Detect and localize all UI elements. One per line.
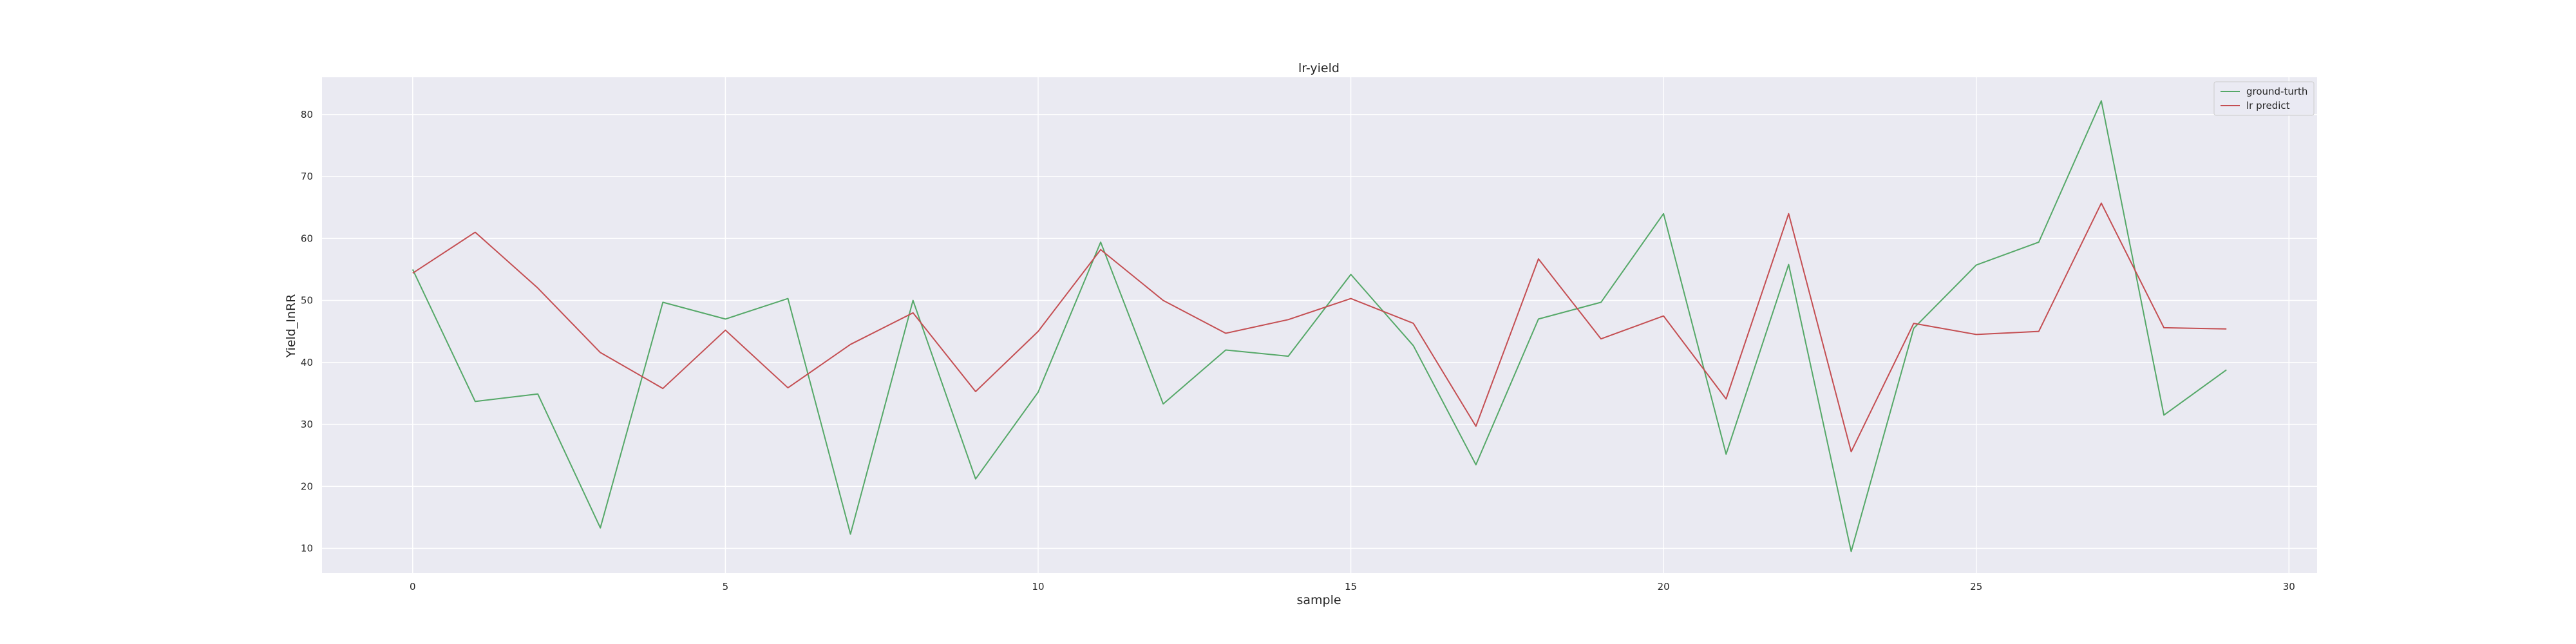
y-tick-label: 30: [301, 419, 313, 430]
legend-label: ground-turth: [2246, 86, 2307, 97]
plot-area: [322, 77, 2317, 573]
x-axis-label: sample: [1296, 593, 1341, 607]
x-tick-label: 15: [1345, 581, 1357, 592]
y-axis-label: Yield_InRR: [284, 294, 298, 359]
series-line-ground-turth: [412, 100, 2227, 553]
x-tick-label: 0: [410, 581, 416, 592]
y-tick-label: 60: [301, 232, 313, 244]
grid: [322, 77, 2317, 573]
x-tick-label: 30: [2283, 581, 2295, 592]
y-tick-label: 50: [301, 295, 313, 307]
y-tick-label: 80: [301, 109, 313, 120]
x-tick-label: 5: [723, 581, 729, 592]
series-layer: [412, 100, 2227, 553]
y-tick-label: 70: [301, 171, 313, 182]
tick-labels: 0 5 10 15 20 25 30 10 20 30 40 50 60 70 80: [301, 109, 2295, 592]
x-tick-label: 10: [1032, 581, 1044, 592]
y-tick-label: 20: [301, 480, 313, 492]
legend: ground-turth lr predict: [2213, 81, 2315, 116]
chart-title: lr-yield: [1298, 61, 1340, 75]
y-tick-label: 40: [301, 357, 313, 368]
series-line-lr-predict: [412, 202, 2227, 453]
x-tick-label: 20: [1658, 581, 1670, 592]
y-tick-label: 10: [301, 543, 313, 554]
x-tick-label: 25: [1970, 581, 1982, 592]
legend-box: [2213, 81, 2315, 116]
legend-label: lr predict: [2246, 100, 2290, 111]
